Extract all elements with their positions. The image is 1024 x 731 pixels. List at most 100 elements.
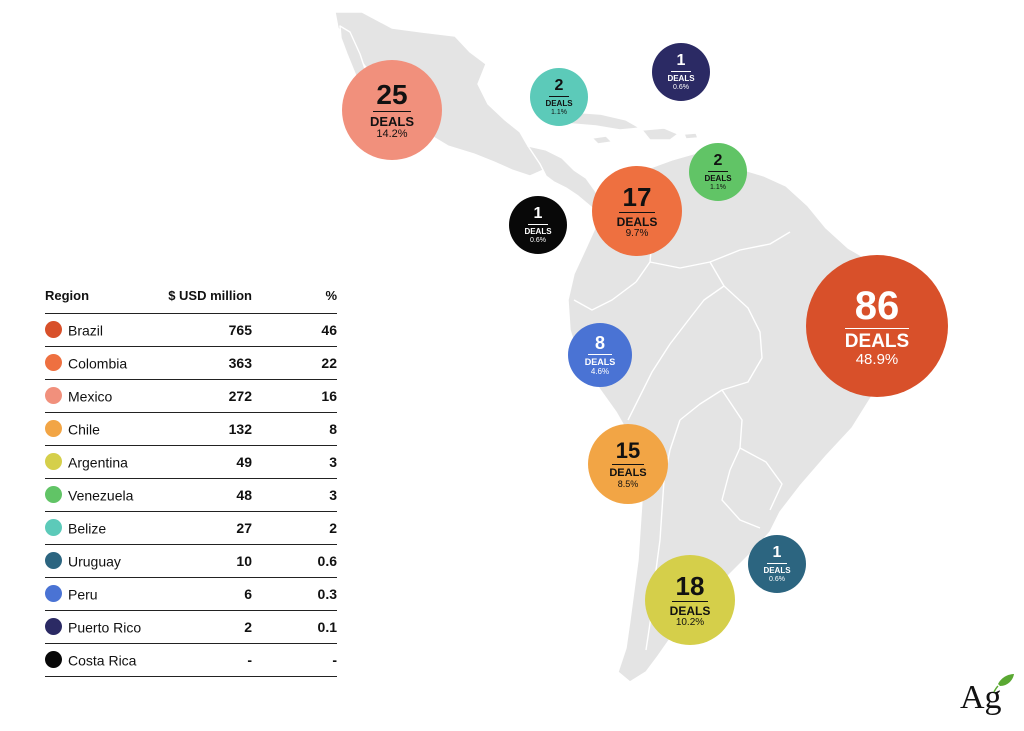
region-cell: Venezuela [45,478,157,512]
color-swatch [45,650,62,668]
region-table: Region $ USD million % Brazil 765 46 Colomb… [45,288,337,677]
bubble-divider [767,563,787,564]
table-row: Brazil 765 46 [45,313,337,347]
bubble-brazil: 86 DEALS 48.9% [806,255,948,397]
pct-cell: 22 [292,346,337,380]
deals-label: DEALS [667,74,695,83]
pct-cell: 8 [292,412,337,446]
color-swatch [45,320,62,338]
region-cell: Argentina [45,445,157,479]
bubble-divider [708,171,728,172]
deal-count: 18 [675,570,705,601]
color-swatch [45,419,62,437]
pct-cell: 16 [292,379,337,413]
bubble-divider [373,110,411,112]
deals-label: DEALS [584,357,616,367]
header-pct: % [292,288,337,314]
table-row: Mexico 272 16 [45,379,337,413]
usd-cell: 48 [157,478,292,512]
bubble-venezuela: 2 DEALS 1.1% [689,143,747,201]
hispaniola-land [641,127,679,141]
bubble-colombia: 17 DEALS 9.7% [592,166,682,256]
bubble-divider [528,224,548,225]
usd-cell: 49 [157,445,292,479]
region-name: Peru [68,586,98,603]
color-swatch [45,617,62,635]
color-swatch [45,386,62,404]
bubble-divider [612,463,644,465]
header-usd: $ USD million [157,288,292,314]
table-row: Costa Rica - - [45,643,337,677]
region-name: Argentina [68,454,128,471]
bubble-argentina: 18 DEALS 10.2% [645,555,735,645]
region-cell: Uruguay [45,544,157,578]
deals-label: DEALS [669,603,711,618]
pct-cell: 3 [292,445,337,479]
region-name: Colombia [68,355,128,372]
bubble-uruguay: 1 DEALS 0.6% [748,535,806,593]
table-row: Chile 132 8 [45,412,337,446]
table-row: Argentina 49 3 [45,445,337,479]
header-region: Region [45,288,157,314]
region-cell: Costa Rica [45,643,157,677]
deal-share: 1.1% [551,109,567,116]
puerto-rico-land [683,132,699,140]
deal-share: 4.6% [590,367,610,376]
deal-count: 86 [854,283,900,328]
region-cell: Belize [45,511,157,545]
region-name: Venezuela [68,487,134,504]
bubble-mexico: 25 DEALS 14.2% [342,60,442,160]
deal-share: 1.1% [710,184,726,191]
deal-share: 0.6% [530,237,546,244]
bubble-puerto-rico: 1 DEALS 0.6% [652,43,710,101]
usd-cell: 6 [157,577,292,611]
usd-cell: 363 [157,346,292,380]
deal-count: 1 [676,52,686,69]
jamaica-land [591,135,613,145]
region-name: Puerto Rico [68,619,142,636]
pct-cell: 46 [292,313,337,347]
bubble-belize: 2 DEALS 1.1% [530,68,588,126]
region-cell: Chile [45,412,157,446]
bubble-divider [845,327,909,329]
bubble-divider [671,71,691,72]
table-row: Uruguay 10 0.6 [45,544,337,578]
table-row: Peru 6 0.3 [45,577,337,611]
deals-label: DEALS [704,174,732,183]
usd-cell: 2 [157,610,292,644]
pct-cell: 0.1 [292,610,337,644]
region-name: Brazil [68,322,104,339]
deal-count: 15 [615,437,641,463]
usd-cell: 272 [157,379,292,413]
deal-count: 1 [533,205,543,222]
bubble-chile: 15 DEALS 8.5% [588,424,668,504]
color-swatch [45,518,62,536]
region-name: Chile [68,421,100,438]
region-name: Belize [68,520,107,537]
bubble-divider [672,600,708,602]
table-row: Belize 27 2 [45,511,337,545]
color-swatch [45,452,62,470]
deal-count: 2 [554,77,564,94]
region-cell: Brazil [45,313,157,347]
deals-label: DEALS [524,227,552,236]
bubble-divider [549,96,569,97]
deal-share: 8.5% [617,478,639,489]
table-row: Venezuela 48 3 [45,478,337,512]
region-cell: Mexico [45,379,157,413]
region-cell: Colombia [45,346,157,380]
deal-count: 17 [622,181,652,212]
deal-share: 14.2% [376,127,408,140]
usd-cell: 132 [157,412,292,446]
region-cell: Peru [45,577,157,611]
pct-cell: 2 [292,511,337,545]
deals-label: DEALS [609,466,647,479]
color-swatch [45,584,62,602]
usd-cell: - [157,643,292,677]
deals-label: DEALS [545,99,573,108]
deal-count: 2 [713,152,723,169]
table-header-row: Region $ USD million % [45,288,337,314]
deals-label: DEALS [616,214,658,229]
pct-cell: 3 [292,478,337,512]
bubble-divider [588,354,612,355]
